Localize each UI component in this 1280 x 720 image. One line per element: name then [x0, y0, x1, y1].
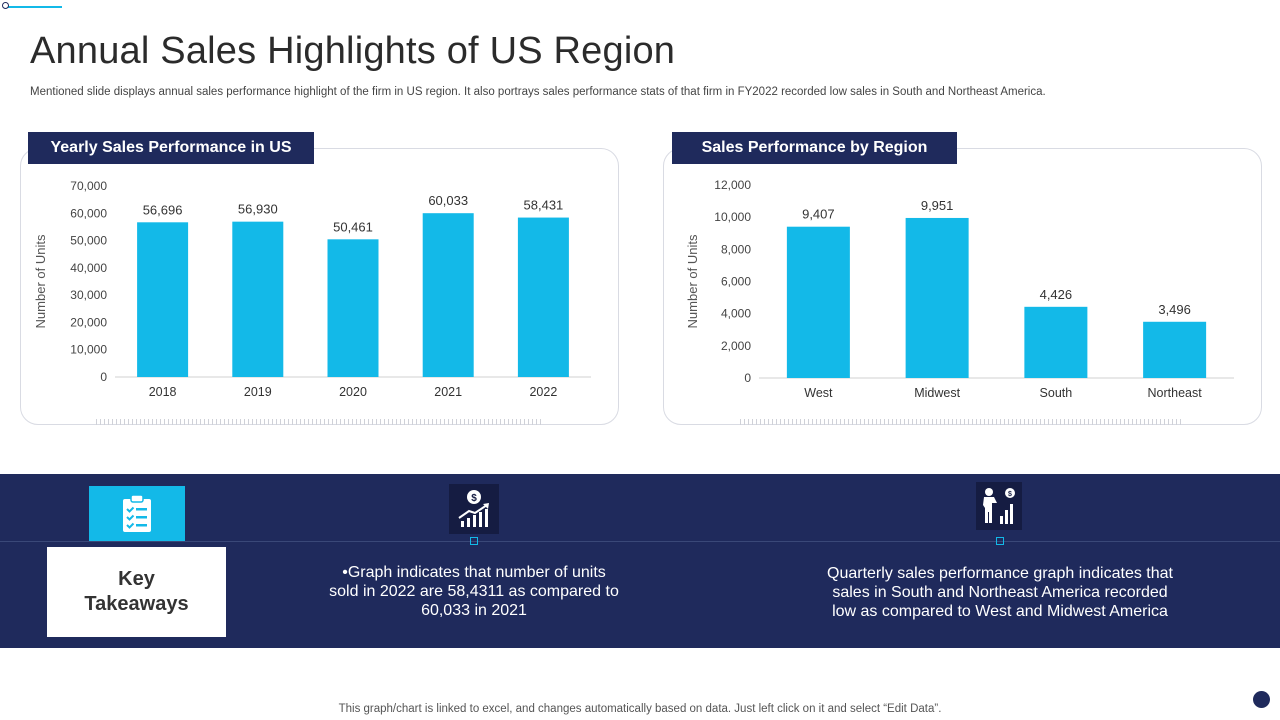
x-tick-label: 2020	[339, 385, 367, 399]
takeaway-marker	[996, 537, 1004, 545]
bar	[232, 221, 284, 377]
y-axis-label: Number of Units	[33, 234, 48, 328]
takeaway-icon-tile: $	[976, 482, 1022, 530]
corner-dot	[1253, 691, 1270, 708]
data-label: 9,951	[921, 198, 954, 213]
key-takeaways-icon-box	[89, 486, 185, 541]
presenter-chart-icon: $	[983, 488, 1015, 524]
x-tick-label: Northeast	[1148, 386, 1203, 400]
bar	[517, 217, 569, 377]
y-tick-label: 20,000	[70, 315, 107, 329]
x-tick-label: Midwest	[914, 386, 960, 400]
key-takeaways-heading: Key Takeaways	[84, 568, 189, 615]
panel-scroll-strip	[740, 419, 1182, 425]
y-tick-label: 4,000	[721, 307, 751, 321]
y-tick-label: 0	[100, 370, 107, 384]
y-tick-label: 40,000	[70, 261, 107, 275]
y-tick-label: 2,000	[721, 339, 751, 353]
bar	[422, 213, 474, 377]
bar	[905, 217, 969, 378]
data-label: 58,431	[524, 198, 564, 213]
yearly-sales-chart[interactable]: 0 10,000 20,000 30,000 40,000 50,000 60,000 70,…	[28, 172, 598, 402]
page-subtitle: Mentioned slide displays annual sales pe…	[30, 86, 1046, 98]
footnote: This graph/chart is linked to excel, and…	[338, 703, 942, 715]
y-axis-label: Number of Units	[685, 234, 700, 328]
region-sales-chart[interactable]: 0 2,000 4,000 6,000 8,000 10,000 12,000 Number …	[672, 172, 1242, 402]
x-tick-label: South	[1040, 386, 1073, 400]
y-tick-label: 0	[744, 371, 751, 385]
panel-scroll-strip	[96, 419, 542, 425]
y-tick-label: 60,000	[70, 206, 107, 220]
x-tick-label: 2021	[434, 385, 462, 399]
y-tick-label: 8,000	[721, 242, 751, 256]
svg-text:$: $	[1008, 491, 1012, 498]
bar	[137, 222, 189, 377]
x-tick-label: 2018	[149, 385, 177, 399]
takeaway-text-1: •Graph indicates that number of units so…	[329, 564, 619, 619]
y-tick-label: 10,000	[714, 210, 751, 224]
dollar-growth-chart-icon: $	[458, 490, 489, 527]
key-takeaways-box: Key Takeaways	[47, 547, 226, 637]
decorative-circle	[2, 2, 9, 9]
x-tick-label: West	[804, 386, 833, 400]
bar	[1024, 306, 1088, 378]
data-label: 9,407	[802, 207, 835, 222]
y-tick-label: 50,000	[70, 234, 107, 248]
bar	[327, 239, 379, 377]
y-tick-label: 30,000	[70, 288, 107, 302]
y-tick-label: 6,000	[721, 275, 751, 289]
x-tick-label: 2022	[529, 385, 557, 399]
takeaway-icon-tile: $	[449, 484, 499, 534]
data-label: 3,496	[1158, 302, 1191, 317]
data-label: 56,930	[238, 202, 278, 217]
svg-text:$: $	[471, 493, 477, 504]
data-label: 4,426	[1040, 287, 1073, 302]
y-tick-label: 12,000	[714, 178, 751, 192]
data-label: 60,033	[428, 193, 468, 208]
decorative-line	[8, 6, 62, 8]
clipboard-checklist-icon	[123, 493, 151, 532]
bar	[1143, 321, 1207, 378]
data-label: 56,696	[143, 202, 183, 217]
y-tick-label: 70,000	[70, 179, 107, 193]
data-label: 50,461	[333, 219, 373, 234]
yearly-sales-header: Yearly Sales Performance in US	[28, 132, 314, 164]
band-divider	[0, 541, 1280, 542]
bar	[786, 226, 850, 378]
region-sales-header: Sales Performance by Region	[672, 132, 957, 164]
y-tick-label: 10,000	[70, 343, 107, 357]
takeaway-text-2: Quarterly sales performance graph indica…	[827, 565, 1173, 620]
x-tick-label: 2019	[244, 385, 272, 399]
takeaway-marker	[470, 537, 478, 545]
page-title: Annual Sales Highlights of US Region	[30, 30, 676, 72]
